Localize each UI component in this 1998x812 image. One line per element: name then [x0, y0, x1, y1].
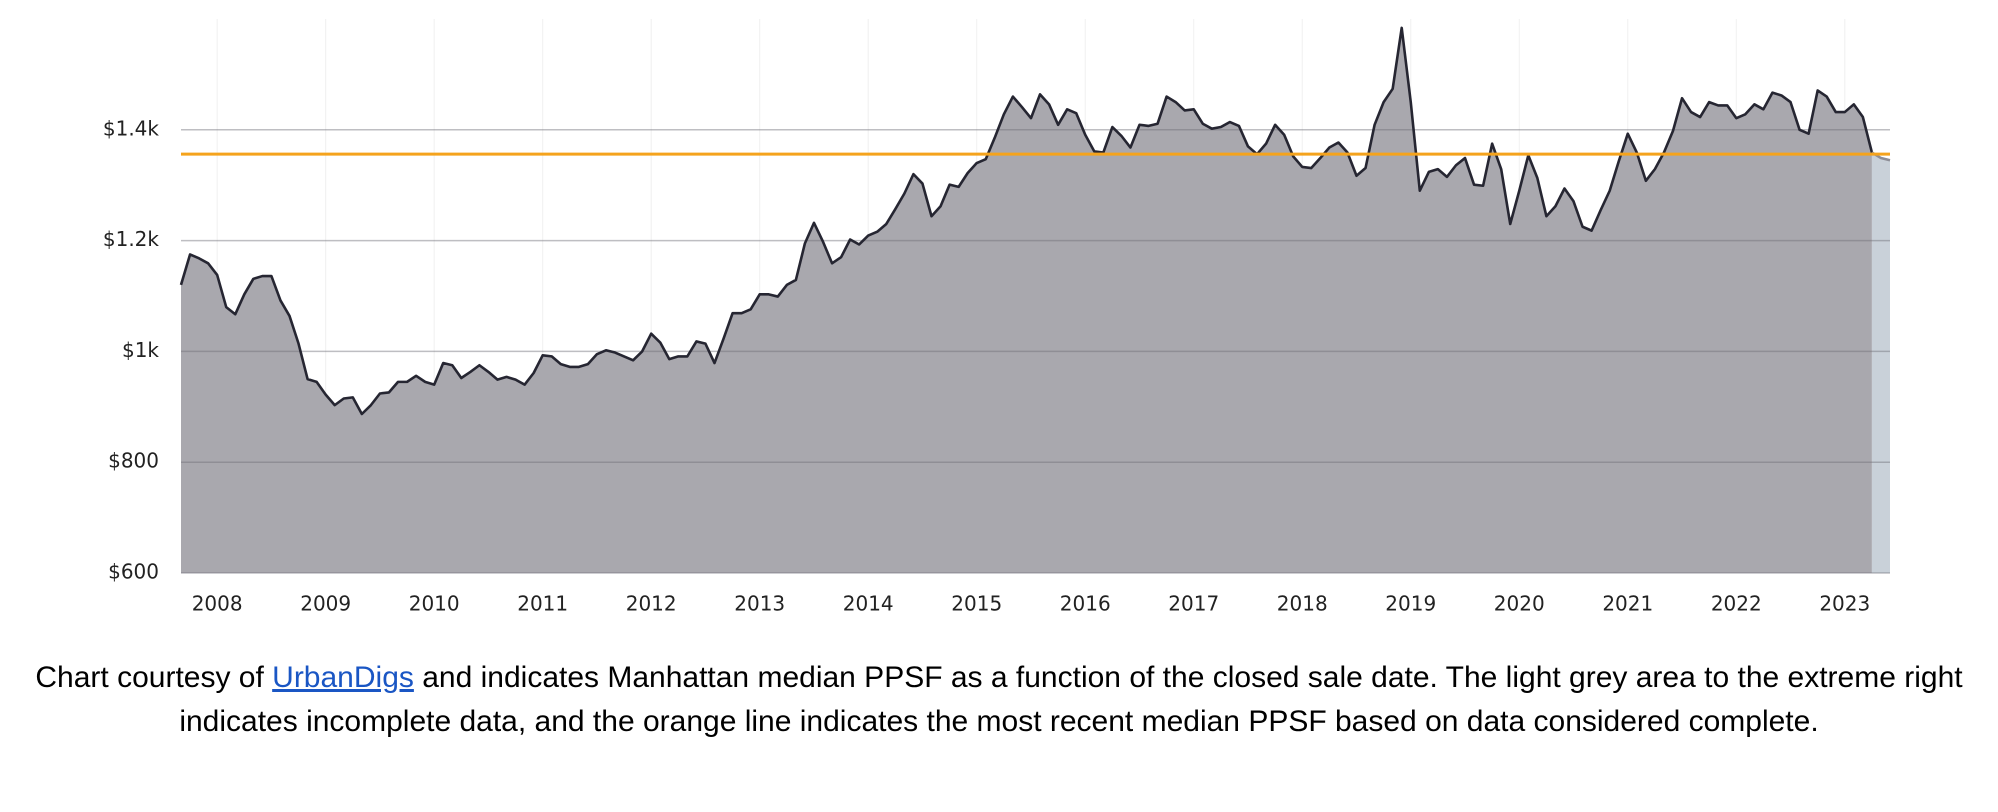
x-tick-label: 2010	[409, 592, 460, 616]
y-tick-label: $800	[108, 449, 159, 473]
line	[179, 26, 1874, 416]
x-tick-label: 2012	[626, 592, 677, 616]
x-tick-label: 2019	[1385, 592, 1436, 616]
y-tick-label: $1k	[122, 338, 159, 362]
x-tick-label: 2018	[1277, 592, 1328, 616]
x-tick-label: 2008	[192, 592, 243, 616]
x-tick-label: 2013	[734, 592, 785, 616]
caption-text: and indicates Manhattan median PPSF as a…	[179, 661, 1963, 738]
x-tick-label: 2021	[1602, 592, 1653, 616]
y-tick-label: $1.4k	[103, 116, 160, 140]
x-tick-label: 2014	[843, 592, 894, 616]
y-tick-label: $600	[108, 560, 159, 584]
x-tick-label: 2022	[1711, 592, 1762, 616]
x-tick-label: 2011	[517, 592, 568, 616]
x-tick-label: 2015	[951, 592, 1002, 616]
chart: 2008 2009 2010 2011 2012 2013 2014 2015 2016 2017…	[103, 19, 1891, 616]
x-tick-label: 2017	[1168, 592, 1219, 616]
x-tick-label: 2016	[1060, 592, 1111, 616]
area	[181, 27, 1872, 574]
area-incomplete	[1871, 152, 1890, 573]
y-tick-label: $1.2k	[103, 227, 160, 251]
x-tick-label: 2023	[1819, 592, 1870, 616]
caption-link[interactable]: UrbanDigs	[272, 661, 414, 694]
caption: Chart courtesy of UrbanDigs and indicate…	[0, 656, 1998, 744]
caption-text: Chart courtesy of	[35, 661, 273, 694]
x-tick-label: 2009	[300, 592, 351, 616]
x-tick-label: 2020	[1494, 592, 1545, 616]
